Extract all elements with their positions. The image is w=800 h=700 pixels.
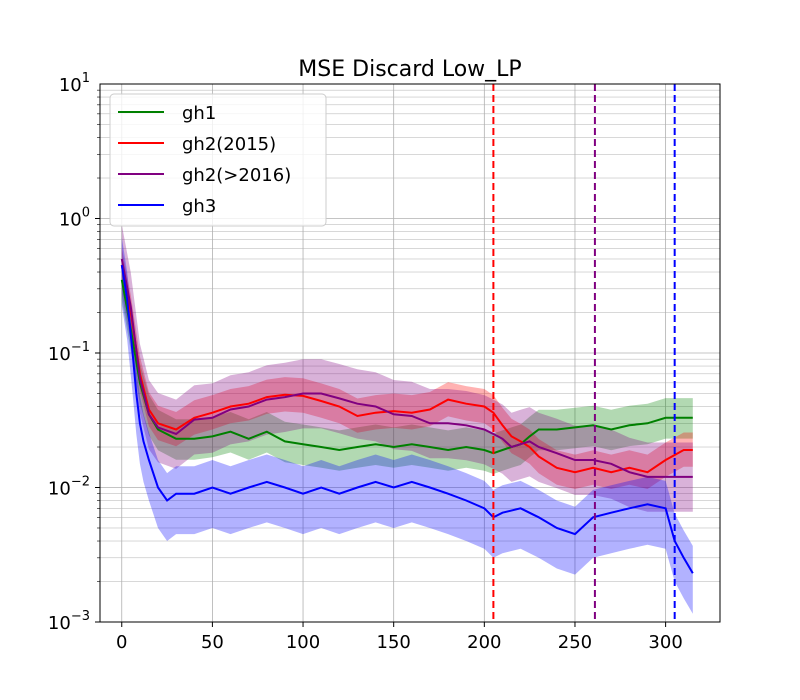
legend-label-gh2(>2016): gh2(>2016) [182, 165, 291, 186]
y-tick-label: 10−2 [48, 475, 90, 500]
x-tick-label: 300 [648, 632, 682, 653]
x-tick-label: 100 [286, 632, 320, 653]
band-gh1 [121, 260, 693, 474]
x-tick-label: 250 [558, 632, 592, 653]
line-gh1 [120, 279, 693, 455]
y-tick-label: 101 [59, 71, 90, 96]
band-gh2(2015) [121, 247, 693, 489]
legend-label-gh1: gh1 [182, 103, 216, 124]
line-gh3 [120, 264, 694, 574]
line-gh2(>2016) [120, 258, 693, 478]
y-tick-label: 10−1 [48, 340, 90, 365]
legend: gh1 gh2(2015) gh2(>2016) gh3 [109, 93, 327, 227]
vertical-markers [492, 84, 676, 622]
legend-box [109, 93, 327, 227]
y-tick-label: 100 [59, 206, 90, 231]
x-tick-label: 50 [201, 632, 224, 653]
legend-label-gh3: gh3 [182, 196, 216, 217]
grid-layer [100, 84, 720, 623]
band-gh2(>2016) [121, 224, 693, 512]
x-tick-label: 150 [377, 632, 411, 653]
legend-label-gh2(2015): gh2(2015) [182, 134, 276, 155]
x-tick-label: 200 [467, 632, 501, 653]
series-lines [120, 258, 694, 574]
band-gh3 [121, 237, 693, 614]
axis-ticks: 0 50 100 150 200 250 300 10−3 10−2 10−1 100 101 [48, 71, 683, 653]
line-gh2(2015) [120, 264, 693, 474]
y-tick-label: 10−3 [48, 609, 90, 634]
x-tick-label: 0 [116, 632, 127, 653]
confidence-bands [121, 224, 693, 614]
chart-title: MSE Discard Low_LP [298, 57, 521, 82]
